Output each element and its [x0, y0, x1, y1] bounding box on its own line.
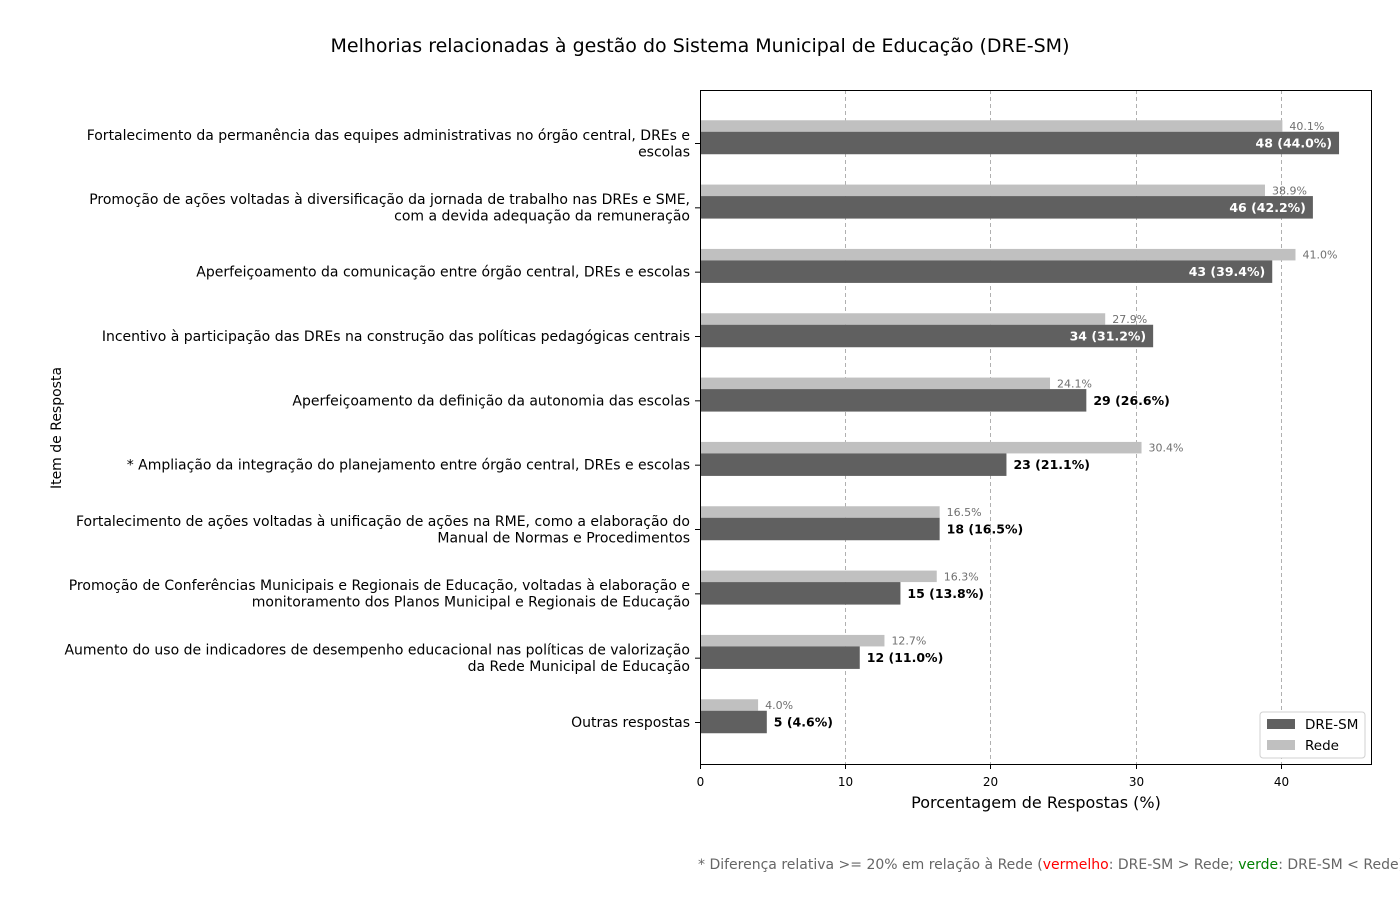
x-axis-title: Porcentagem de Respostas (%) — [911, 793, 1161, 812]
category-label: Aperfeiçoamento da comunicação entre órg… — [196, 265, 690, 281]
rede-value-label: 41.0% — [1302, 249, 1337, 262]
category-label: * Ampliação da integração do planejament… — [127, 458, 690, 474]
dre-sm-bar — [700, 260, 1273, 283]
bar-labels: 40.1% 48 (44.0%) 38.9% 46 (42.2%) 41.0% 43 (3… — [765, 120, 1337, 730]
category-label: escolas — [638, 144, 690, 160]
footnote-prefix: * Diferença relativa >= 20% em relação à… — [698, 857, 1043, 873]
rede-bar — [700, 120, 1283, 132]
chart-title: Melhorias relacionadas à gestão do Siste… — [331, 35, 1070, 57]
dre-sm-value-label: 23 (21.1%) — [1013, 457, 1090, 472]
x-axis-ticks: 0 10 20 30 40 — [697, 764, 1289, 789]
legend-swatch-dre-sm — [1267, 719, 1295, 729]
category-label: Manual de Normas e Procedimentos — [437, 530, 690, 546]
rede-bar — [700, 377, 1051, 390]
category-label: Aumento do uso de indicadores de desempe… — [64, 642, 690, 658]
rede-value-label: 27.9% — [1112, 313, 1147, 326]
footnote-suffix: : DRE-SM < Rede) — [1278, 857, 1400, 873]
rede-value-label: 4.0% — [765, 699, 793, 712]
dre-sm-value-label: 18 (16.5%) — [947, 522, 1024, 537]
dre-sm-bar — [700, 389, 1087, 412]
x-tick-label: 30 — [1129, 775, 1144, 789]
category-label: Promoção de Conferências Municipais e Re… — [69, 578, 690, 594]
rede-value-label: 12.7% — [891, 635, 926, 648]
bars — [700, 120, 1340, 734]
dre-sm-value-label: 29 (26.6%) — [1093, 393, 1170, 408]
legend-label-dre-sm: DRE-SM — [1305, 717, 1358, 733]
rede-value-label: 16.5% — [947, 506, 982, 519]
rede-value-label: 30.4% — [1149, 442, 1184, 455]
dre-sm-bar — [700, 517, 940, 541]
footnote-green-word: verde — [1238, 857, 1279, 873]
category-labels: Fortalecimento da permanência das equipe… — [64, 128, 700, 731]
footnote: * Diferença relativa >= 20% em relação à… — [698, 857, 1400, 873]
category-label: Promoção de ações voltadas à diversifica… — [89, 192, 690, 208]
rede-bar — [700, 313, 1106, 325]
category-label: Aperfeiçoamento da definição da autonomi… — [292, 393, 690, 409]
rede-bar — [700, 184, 1265, 197]
dre-sm-bar — [700, 453, 1007, 476]
category-label: Fortalecimento de ações voltadas à unifi… — [76, 514, 690, 530]
rede-value-label: 40.1% — [1289, 120, 1324, 133]
dre-sm-bar — [700, 131, 1340, 155]
category-label: com a devida adequação da remuneração — [394, 209, 690, 225]
dre-sm-value-label: 43 (39.4%) — [1189, 264, 1266, 279]
dre-sm-value-label: 46 (42.2%) — [1229, 200, 1306, 215]
rede-bar — [700, 699, 759, 711]
x-tick-label: 20 — [983, 775, 998, 789]
dre-sm-bar — [700, 196, 1313, 219]
footnote-red-word: vermelho — [1042, 857, 1109, 873]
rede-bar — [700, 570, 937, 583]
rede-bar — [700, 634, 885, 647]
legend-swatch-rede — [1267, 740, 1295, 750]
category-label: monitoramento dos Planos Municipal e Reg… — [252, 595, 690, 611]
rede-value-label: 16.3% — [944, 570, 979, 583]
plot-frame — [700, 90, 1372, 765]
rede-value-label: 24.1% — [1057, 377, 1092, 390]
rede-bar — [700, 248, 1296, 261]
dre-sm-bar — [700, 710, 767, 734]
rede-value-label: 38.9% — [1272, 184, 1307, 197]
dre-sm-bar — [700, 646, 860, 669]
dre-sm-value-label: 15 (13.8%) — [907, 586, 984, 601]
rede-bar — [700, 506, 940, 518]
x-tick-label: 0 — [697, 775, 705, 789]
footnote-middle: : DRE-SM > Rede; — [1108, 857, 1239, 873]
dre-sm-value-label: 34 (31.2%) — [1070, 329, 1147, 344]
dre-sm-value-label: 12 (11.0%) — [867, 650, 944, 665]
y-axis-title: Item de Resposta — [49, 367, 65, 489]
dre-sm-bar — [700, 582, 901, 605]
category-label: Fortalecimento da permanência das equipe… — [87, 128, 690, 144]
x-tick-label: 10 — [838, 775, 853, 789]
category-label: Incentivo à participação das DREs na con… — [102, 329, 690, 345]
category-label: Outras respostas — [571, 715, 690, 731]
rede-bar — [700, 441, 1142, 454]
dre-sm-bar — [700, 324, 1154, 348]
dre-sm-value-label: 48 (44.0%) — [1256, 136, 1333, 151]
legend-label-rede: Rede — [1305, 738, 1339, 754]
dre-sm-value-label: 5 (4.6%) — [774, 715, 833, 730]
category-label: da Rede Municipal de Educação — [468, 659, 690, 675]
legend: DRE-SM Rede — [1259, 711, 1366, 759]
x-tick-label: 40 — [1274, 775, 1289, 789]
